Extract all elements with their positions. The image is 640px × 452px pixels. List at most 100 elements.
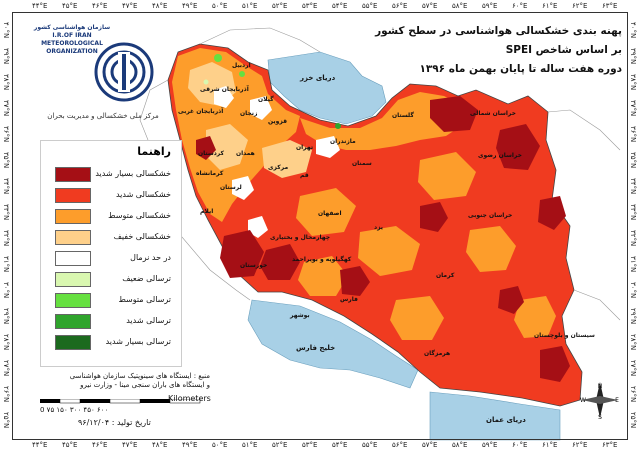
longitude-tick-top: ۵۳°E (302, 2, 318, 10)
longitude-tick-top: ۵۸°E (452, 2, 468, 10)
legend-item: خشکسالی شدید (55, 188, 175, 205)
longitude-tick-bottom: ۴۶°E (92, 441, 108, 449)
latitude-tick-right: ۳۹°N (629, 48, 637, 65)
north-arrow-icon: N S E W (580, 382, 619, 420)
production-date: تاریخ تولید : ۹۶/۱۲/۰۴ (78, 418, 151, 427)
latitude-tick-right: ۲۵°N (629, 412, 637, 429)
longitude-tick-bottom: ۵۶°E (392, 441, 408, 449)
longitude-tick-bottom: ۵۳°E (302, 441, 318, 449)
map-frame (12, 12, 628, 440)
latitude-tick-left: ۳۱°N (2, 256, 10, 273)
longitude-tick-bottom: ۵۸°E (452, 441, 468, 449)
legend-item: خشکسالی بسیار شدید (55, 167, 175, 184)
province-label: قم (300, 172, 309, 179)
longitude-tick-bottom: ۶۳°E (602, 441, 618, 449)
legend-label: در حد نرمال (130, 253, 171, 262)
province-label: کهگیلویه و بویراحمد (292, 256, 352, 263)
caspian-sea (267, 51, 387, 125)
latitude-tick-left: ۳۷°N (2, 100, 10, 117)
longitude-tick-top: ۴۵°E (62, 2, 78, 10)
legend-swatch (55, 314, 91, 329)
latitude-tick-right: ۲۹°N (629, 308, 637, 325)
longitude-tick-top: ۵۰°E (212, 2, 228, 10)
legend-label: خشکسالی بسیار شدید (95, 169, 171, 178)
longitude-tick-bottom: ۵۱°E (242, 441, 258, 449)
gulf-of-oman (429, 391, 561, 441)
latitude-tick-right: ۳۶°N (629, 126, 637, 143)
longitude-tick-bottom: ۵۰°E (212, 441, 228, 449)
longitude-tick-bottom: ۵۴°E (332, 441, 348, 449)
province-label: یزد (374, 224, 384, 231)
legend-swatch (55, 209, 91, 224)
latitude-tick-right: ۳۵°N (629, 152, 637, 169)
latitude-tick-left: ۳۳°N (2, 204, 10, 221)
latitude-tick-left: ۲۹°N (2, 308, 10, 325)
legend-label: ترسالی بسیار شدید (105, 337, 171, 346)
legend-swatch (55, 188, 91, 203)
longitude-tick-top: ۵۷°E (422, 2, 438, 10)
latitude-tick-left: ۲۶°N (2, 386, 10, 403)
province-label: مرکزی (268, 164, 289, 171)
province-label: اردبیل (232, 62, 251, 69)
latitude-tick-left: ۲۵°N (2, 412, 10, 429)
compass-e: E (615, 397, 619, 404)
legend-item: ترسالی شدید (55, 314, 175, 331)
organization-name: سازمان هواشناسی کشور I.R.OF IRAN METEORO… (32, 24, 112, 56)
legend-swatch (55, 251, 91, 266)
province-label: فارس (340, 296, 358, 303)
province-label: مازندران (330, 138, 356, 145)
latitude-tick-left: ۴۰°N (2, 22, 10, 39)
org-subunit: مرکز ملی خشکسالی و مدیریت بحران (47, 112, 159, 120)
legend-swatch (55, 293, 91, 308)
province-label: آذربایجان شرقی (200, 86, 249, 93)
scale-bar (40, 399, 201, 404)
meteorological-organization-logo (94, 42, 154, 102)
title-line-3: دوره هفت ساله تا پایان بهمن ماه ۱۳۹۶ (419, 63, 622, 75)
legend-item: در حد نرمال (55, 251, 175, 268)
longitude-tick-top: ۴۹°E (182, 2, 198, 10)
legend-label: خشکسالی خفیف (113, 232, 171, 241)
data-source: منبع : ایستگاه های سینوپتیک سازمان هواشن… (60, 372, 210, 390)
province-label: چهارمحال و بختیاری (270, 234, 331, 241)
latitude-tick-right: ۲۷°N (629, 360, 637, 377)
province-label: اصفهان (318, 210, 342, 217)
compass-w: W (580, 397, 586, 404)
latitude-tick-left: ۳۲°N (2, 230, 10, 247)
latitude-tick-left: ۳۸°N (2, 74, 10, 91)
latitude-tick-right: ۳۲°N (629, 230, 637, 247)
latitude-tick-left: ۳۴°N (2, 178, 10, 195)
map-title: پهنه بندی خشکسالی هواشناسی در سطح کشور ب… (372, 22, 622, 79)
longitude-tick-bottom: ۴۸°E (152, 441, 168, 449)
latitude-tick-right: ۳۱°N (629, 256, 637, 273)
latitude-tick-right: ۴۰°N (629, 22, 637, 39)
longitude-tick-bottom: ۵۲°E (272, 441, 288, 449)
legend-item: ترسالی متوسط (55, 293, 175, 310)
latitude-tick-right: ۲۶°N (629, 386, 637, 403)
legend-item: ترسالی ضعیف (55, 272, 175, 289)
org-name-en-1: I.R.OF IRAN (52, 32, 92, 39)
latitude-tick-right: ۳۸°N (629, 74, 637, 91)
longitude-tick-top: ۴۸°E (152, 2, 168, 10)
legend-label: ترسالی متوسط (118, 295, 171, 304)
caspian-sea-label: دریای خزر (300, 74, 336, 82)
longitude-tick-top: ۵۵°E (362, 2, 378, 10)
legend-title: راهنما (137, 145, 171, 158)
persian-gulf-label: خلیج فارس (296, 344, 336, 352)
legend-label: ترسالی ضعیف (122, 274, 171, 283)
province-label: لرستان (220, 184, 242, 191)
province-label: خراسان شمالی (470, 110, 516, 117)
province-label: ایلام (200, 208, 214, 215)
longitude-tick-bottom: ۴۹°E (182, 441, 198, 449)
legend-label: خشکسالی متوسط (108, 211, 171, 220)
org-name-en-2: METEOROLOGICAL (41, 40, 103, 47)
longitude-tick-top: ۶۰°E (512, 2, 528, 10)
province-label: هرمزگان (424, 350, 451, 357)
latitude-tick-left: ۳۶°N (2, 126, 10, 143)
longitude-tick-top: ۴۷°E (122, 2, 138, 10)
org-name-en-3: ORGANIZATION (46, 48, 98, 55)
latitude-tick-right: ۳۰°N (629, 282, 637, 299)
compass-s: S (598, 414, 602, 420)
source-line-1: منبع : ایستگاه های سینوپتیک سازمان هواشن… (69, 372, 210, 380)
longitude-tick-top: ۵۲°E (272, 2, 288, 10)
